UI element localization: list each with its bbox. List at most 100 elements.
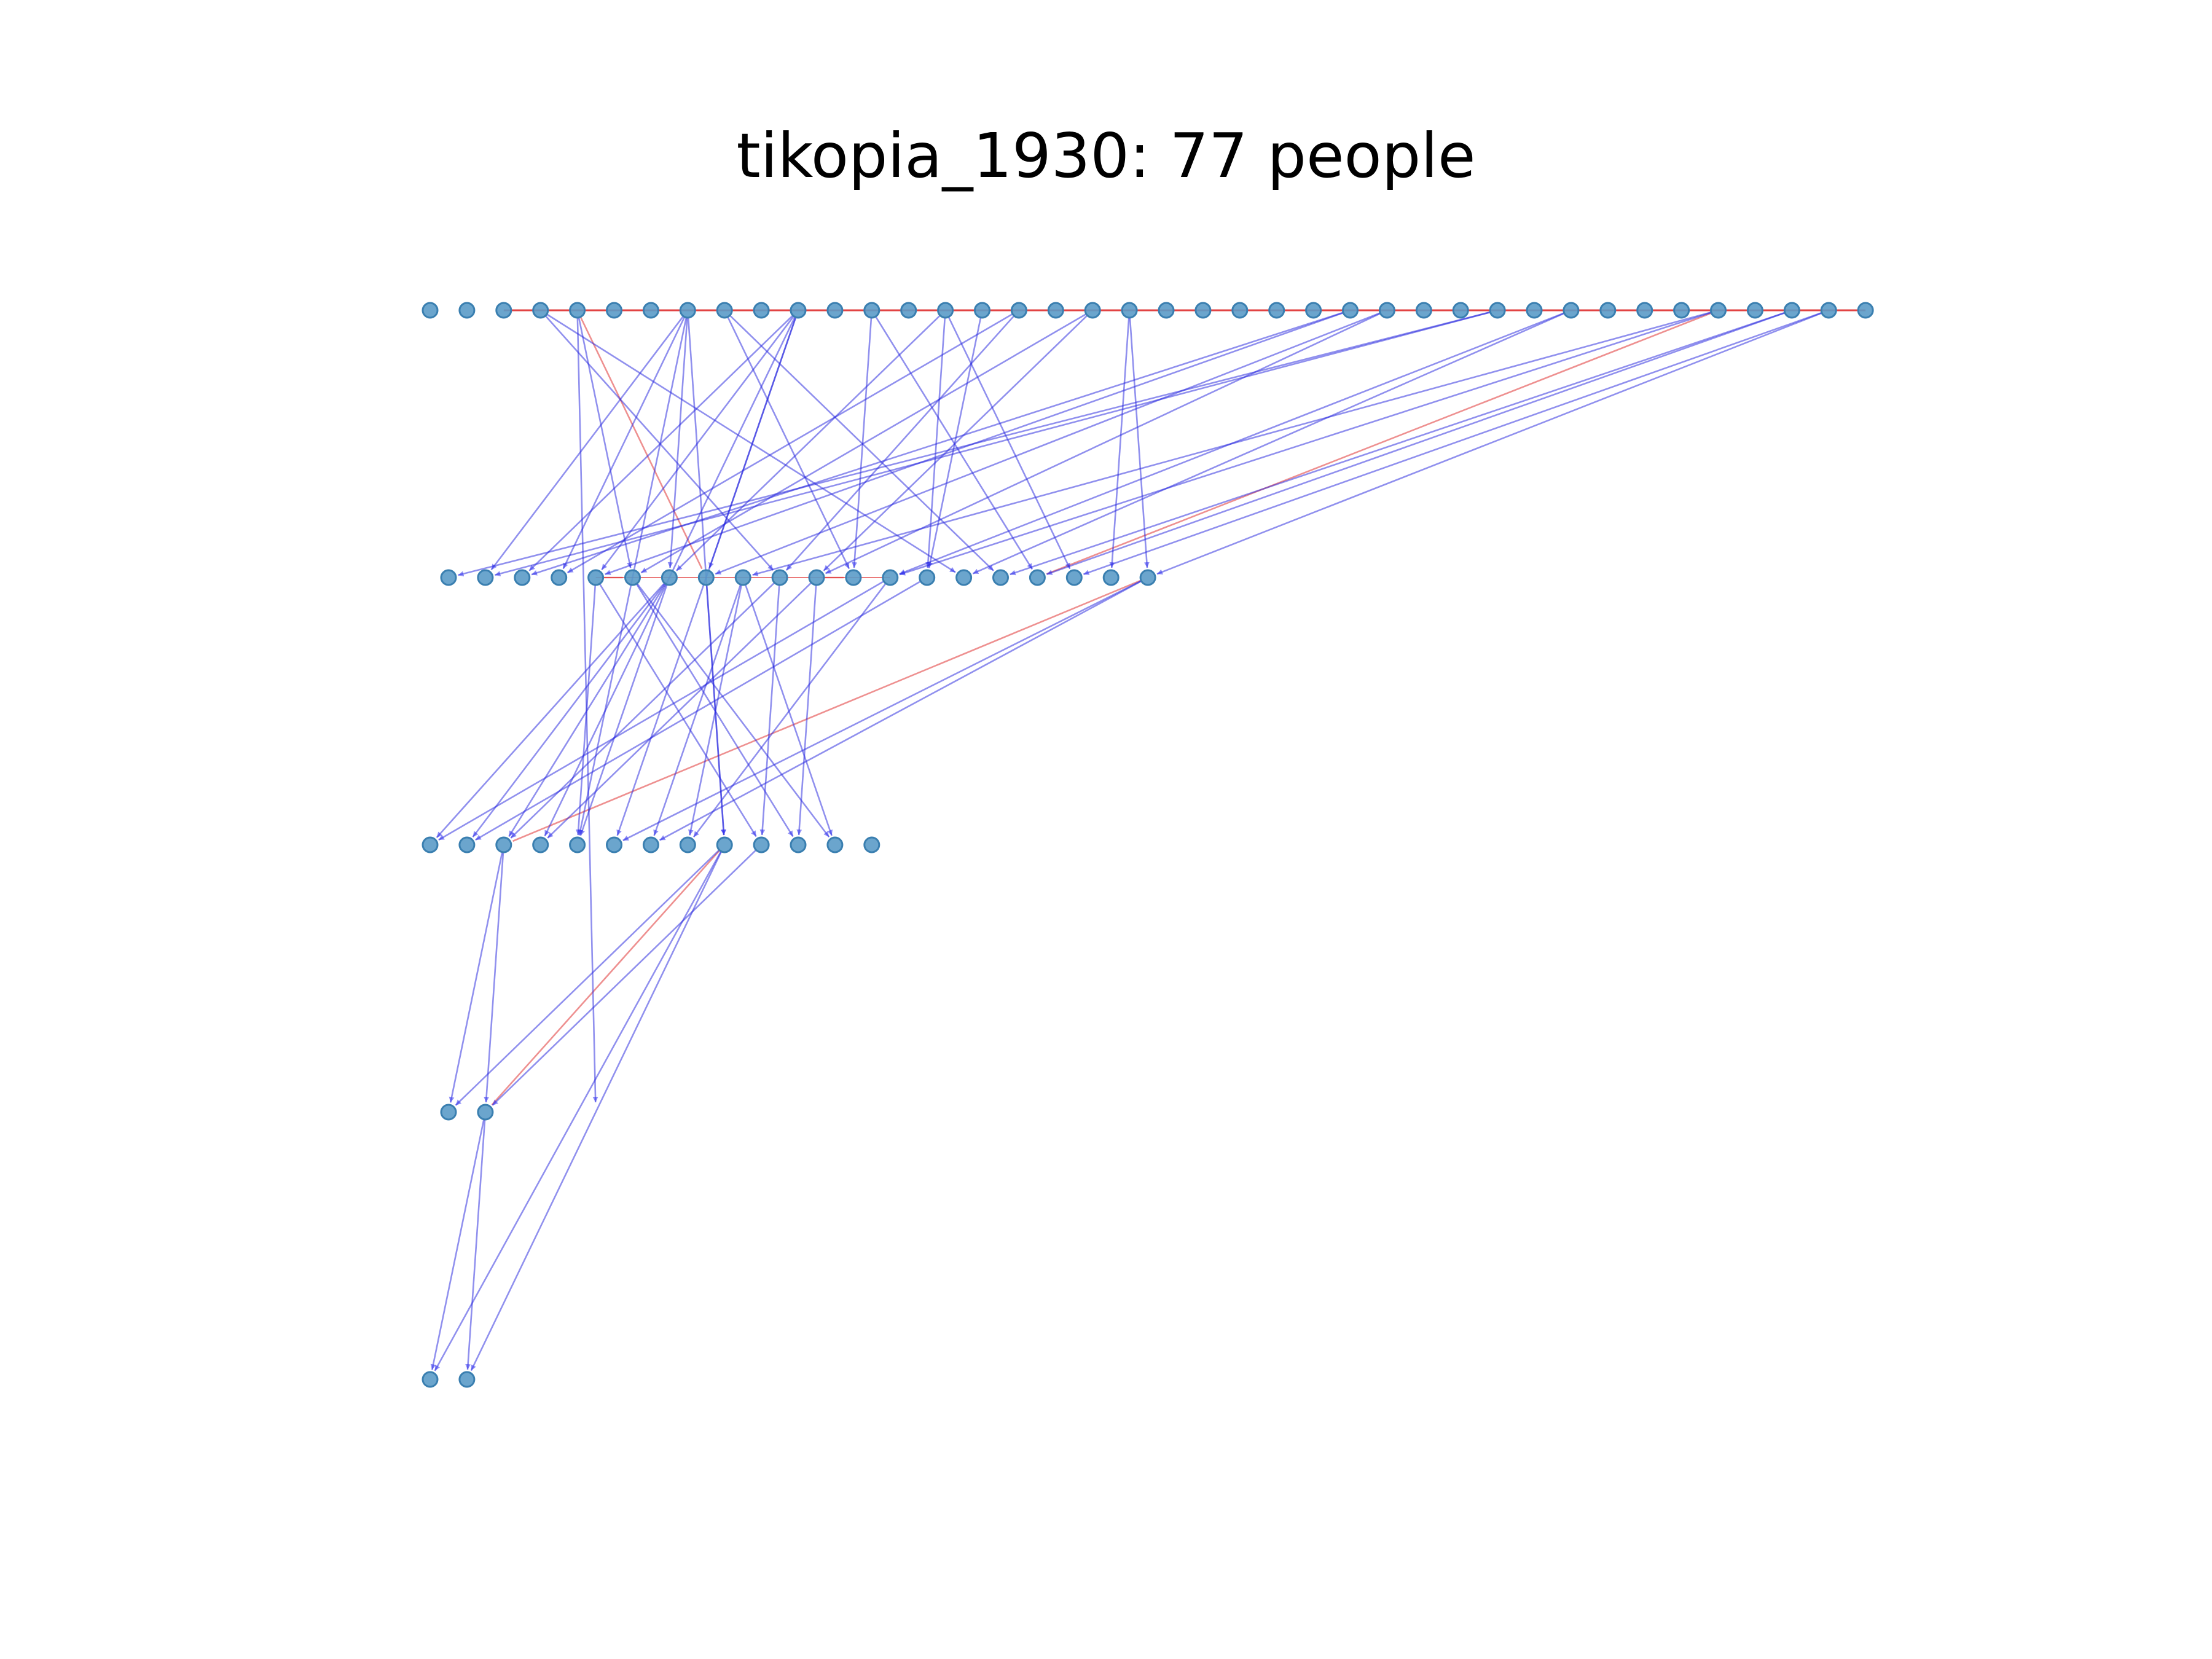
person-node xyxy=(532,302,549,319)
descent-edge xyxy=(825,312,1381,575)
descent-edge xyxy=(688,584,743,836)
descent-edge xyxy=(852,317,873,568)
descent-edge xyxy=(1046,312,1786,575)
person-node xyxy=(606,302,622,319)
person-node xyxy=(661,569,678,586)
person-node xyxy=(551,569,568,586)
descent-edge xyxy=(1083,312,1822,575)
descent-edge xyxy=(547,582,812,839)
descent-edge xyxy=(715,312,1381,575)
person-node xyxy=(569,302,586,319)
person-node xyxy=(1820,302,1837,319)
person-node xyxy=(1452,302,1469,319)
person-node xyxy=(716,302,733,319)
marriage-edge xyxy=(579,316,703,570)
person-node xyxy=(606,836,622,853)
person-node xyxy=(1065,569,1083,586)
person-node xyxy=(753,836,770,853)
descent-edge xyxy=(455,849,720,1106)
person-node xyxy=(900,302,917,319)
person-node xyxy=(495,302,512,319)
descent-edge xyxy=(1156,312,1822,575)
person-node xyxy=(826,302,844,319)
descent-edge xyxy=(640,313,1087,574)
person-node xyxy=(642,302,659,319)
descent-edge xyxy=(495,311,1491,576)
person-node xyxy=(1783,302,1800,319)
descent-edge xyxy=(636,582,830,838)
person-node xyxy=(1139,569,1156,586)
person-node xyxy=(826,836,844,853)
person-node xyxy=(1047,302,1064,319)
chart-title: tikopia_1930: 77 people xyxy=(736,120,1476,192)
descent-edge xyxy=(796,584,817,836)
descent-edge xyxy=(475,580,921,841)
descent-edge xyxy=(675,315,941,571)
descent-edge xyxy=(528,315,794,571)
person-node xyxy=(624,569,641,586)
person-node xyxy=(477,1104,494,1121)
descent-edge xyxy=(484,852,504,1103)
person-node xyxy=(569,836,586,853)
person-node xyxy=(1121,302,1138,319)
descent-edge xyxy=(567,313,1013,574)
descent-edge xyxy=(653,584,742,836)
descent-edge xyxy=(972,312,1565,575)
person-node xyxy=(422,1371,439,1388)
person-node xyxy=(1268,302,1285,319)
person-node xyxy=(753,302,770,319)
descent-edge xyxy=(744,584,833,836)
person-node xyxy=(1415,302,1432,319)
person-node xyxy=(532,836,549,853)
person-node xyxy=(790,836,807,853)
person-node xyxy=(1673,302,1690,319)
person-node xyxy=(1158,302,1175,319)
person-node xyxy=(587,569,605,586)
marriage-edge xyxy=(491,850,721,1105)
person-node xyxy=(477,569,494,586)
descent-edge xyxy=(492,849,757,1106)
person-node xyxy=(679,302,696,319)
person-node xyxy=(458,836,476,853)
person-node xyxy=(808,569,825,586)
person-node xyxy=(1636,302,1653,319)
person-node xyxy=(1342,302,1359,319)
descent-edge xyxy=(667,317,688,568)
descent-edge xyxy=(490,315,684,571)
descent-edge xyxy=(508,583,667,837)
person-node xyxy=(1746,302,1763,319)
person-node xyxy=(1489,302,1506,319)
person-node xyxy=(1710,302,1727,319)
descent-edge xyxy=(434,850,722,1371)
descent-edge xyxy=(1129,317,1150,568)
descent-edge xyxy=(692,582,887,838)
person-node xyxy=(1305,302,1322,319)
person-node xyxy=(1378,302,1395,319)
person-node xyxy=(514,569,531,586)
person-node xyxy=(458,1371,476,1388)
person-node xyxy=(422,302,439,319)
person-node xyxy=(919,569,936,586)
person-node xyxy=(679,836,696,853)
descent-edge xyxy=(823,315,1088,571)
person-node xyxy=(642,836,659,853)
person-node xyxy=(790,302,807,319)
person-node xyxy=(716,836,733,853)
descent-edge xyxy=(729,315,994,571)
descent-edge xyxy=(752,311,1712,576)
person-node xyxy=(1029,569,1046,586)
descent-edge xyxy=(1109,317,1130,568)
descent-edge xyxy=(449,852,503,1103)
person-node xyxy=(1563,302,1580,319)
person-node xyxy=(734,569,751,586)
descent-edge xyxy=(727,316,850,570)
person-node xyxy=(992,569,1009,586)
descent-edge xyxy=(785,315,1015,571)
person-node xyxy=(845,569,862,586)
descent-edge xyxy=(472,582,666,838)
descent-edge xyxy=(622,580,1142,841)
person-node xyxy=(955,569,973,586)
descent-edge xyxy=(436,582,665,838)
person-node xyxy=(422,836,439,853)
